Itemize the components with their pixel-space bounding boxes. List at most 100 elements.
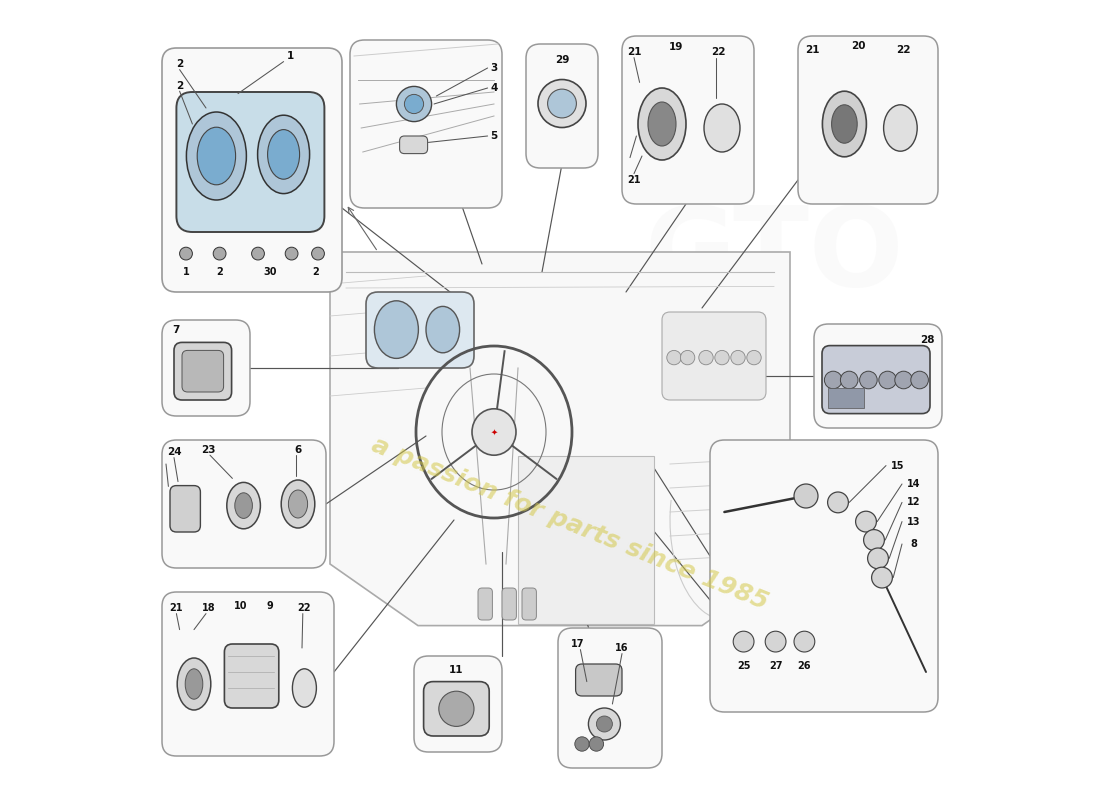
Circle shape: [715, 350, 729, 365]
Circle shape: [859, 371, 877, 389]
FancyBboxPatch shape: [662, 312, 766, 400]
Ellipse shape: [227, 482, 261, 529]
FancyBboxPatch shape: [414, 656, 502, 752]
Circle shape: [871, 567, 892, 588]
Circle shape: [794, 484, 818, 508]
Circle shape: [879, 371, 896, 389]
FancyBboxPatch shape: [162, 320, 250, 416]
FancyBboxPatch shape: [710, 440, 938, 712]
Circle shape: [311, 247, 324, 260]
Ellipse shape: [234, 493, 252, 518]
Text: 9: 9: [266, 601, 274, 610]
Circle shape: [439, 691, 474, 726]
Text: 22: 22: [711, 47, 725, 57]
Circle shape: [596, 716, 613, 732]
Ellipse shape: [648, 102, 676, 146]
Ellipse shape: [197, 127, 235, 185]
Text: 5: 5: [491, 131, 497, 141]
FancyBboxPatch shape: [366, 292, 474, 368]
Circle shape: [681, 350, 695, 365]
Text: 2: 2: [217, 267, 223, 277]
Ellipse shape: [823, 91, 867, 157]
Text: 16: 16: [615, 643, 629, 653]
Circle shape: [575, 737, 590, 751]
Circle shape: [548, 89, 576, 118]
Text: 2: 2: [312, 267, 319, 277]
Circle shape: [730, 350, 745, 365]
Text: 12: 12: [908, 498, 921, 507]
Circle shape: [827, 492, 848, 513]
Circle shape: [864, 530, 884, 550]
Text: 13: 13: [908, 517, 921, 526]
Text: 19: 19: [669, 42, 683, 52]
Circle shape: [405, 94, 424, 114]
Ellipse shape: [832, 105, 857, 143]
Text: 3: 3: [491, 63, 497, 73]
Text: 30: 30: [263, 267, 277, 277]
Text: 2: 2: [176, 59, 184, 69]
Text: 18: 18: [201, 603, 216, 613]
Circle shape: [179, 247, 192, 260]
Text: 28: 28: [921, 335, 935, 345]
Circle shape: [894, 371, 912, 389]
Circle shape: [766, 631, 786, 652]
Circle shape: [911, 371, 928, 389]
Circle shape: [698, 350, 713, 365]
Polygon shape: [518, 456, 654, 624]
FancyBboxPatch shape: [522, 588, 537, 620]
Circle shape: [856, 511, 877, 532]
Text: 22: 22: [896, 46, 911, 55]
Circle shape: [538, 79, 586, 127]
FancyBboxPatch shape: [424, 682, 490, 736]
Circle shape: [588, 708, 620, 740]
Text: 4: 4: [491, 83, 497, 93]
Text: 21: 21: [805, 46, 820, 55]
Circle shape: [213, 247, 226, 260]
FancyBboxPatch shape: [478, 588, 493, 620]
FancyBboxPatch shape: [798, 36, 938, 204]
Circle shape: [868, 548, 889, 569]
Text: 21: 21: [627, 47, 641, 57]
Ellipse shape: [472, 409, 516, 455]
Text: 2: 2: [176, 81, 184, 90]
Circle shape: [824, 371, 842, 389]
Ellipse shape: [267, 130, 299, 179]
Circle shape: [285, 247, 298, 260]
FancyBboxPatch shape: [621, 36, 754, 204]
Ellipse shape: [374, 301, 418, 358]
Circle shape: [667, 350, 681, 365]
Circle shape: [794, 631, 815, 652]
Ellipse shape: [426, 306, 460, 353]
Ellipse shape: [177, 658, 211, 710]
Ellipse shape: [638, 88, 686, 160]
FancyBboxPatch shape: [814, 324, 942, 428]
FancyBboxPatch shape: [170, 486, 200, 532]
Text: GTO: GTO: [645, 202, 904, 310]
Text: 23: 23: [201, 445, 216, 454]
Ellipse shape: [185, 669, 202, 699]
Text: 17: 17: [571, 639, 585, 649]
Circle shape: [396, 86, 431, 122]
Ellipse shape: [282, 480, 315, 528]
Ellipse shape: [704, 104, 740, 152]
FancyBboxPatch shape: [822, 346, 930, 414]
Text: 11: 11: [449, 665, 464, 674]
FancyBboxPatch shape: [174, 342, 232, 400]
Text: 8: 8: [911, 539, 917, 549]
Text: 22: 22: [298, 603, 311, 613]
FancyBboxPatch shape: [350, 40, 502, 208]
FancyBboxPatch shape: [828, 388, 865, 408]
Text: 14: 14: [908, 479, 921, 489]
Ellipse shape: [186, 112, 246, 200]
Text: 1: 1: [183, 267, 189, 277]
Text: 29: 29: [554, 55, 569, 65]
Text: 20: 20: [850, 41, 866, 50]
Text: 6: 6: [295, 445, 301, 454]
FancyBboxPatch shape: [575, 664, 622, 696]
Circle shape: [734, 631, 754, 652]
Ellipse shape: [883, 105, 917, 151]
Text: 21: 21: [627, 175, 640, 185]
Ellipse shape: [293, 669, 317, 707]
Circle shape: [747, 350, 761, 365]
FancyBboxPatch shape: [176, 92, 324, 232]
